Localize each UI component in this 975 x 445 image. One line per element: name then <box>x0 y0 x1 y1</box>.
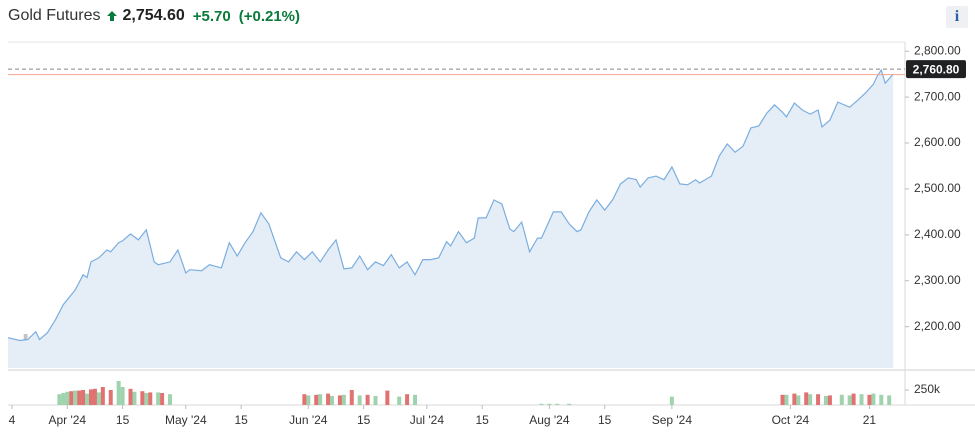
volume-bar <box>168 394 173 405</box>
volume-bar <box>108 390 113 405</box>
info-button[interactable]: i <box>946 6 968 28</box>
volume-bar <box>357 395 362 405</box>
volume-bar <box>77 390 82 405</box>
y-tick-label: 2,400.00 <box>914 227 961 241</box>
volume-bar <box>859 394 864 405</box>
volume-bar <box>373 396 378 405</box>
volume-bar <box>823 396 828 405</box>
price-line <box>7 68 894 342</box>
area <box>8 70 894 368</box>
volume-bar <box>539 403 544 405</box>
volume-bar <box>88 389 93 405</box>
last-price-label: 2,760.80 <box>913 62 960 76</box>
y-tick-label: 2,700.00 <box>914 89 961 103</box>
volume-bar <box>816 394 821 405</box>
last-price-box <box>906 60 966 79</box>
y-tick-label: 2,300.00 <box>914 273 961 287</box>
volume-bar <box>839 394 844 405</box>
volume-bar <box>61 393 66 405</box>
volume-bar <box>337 395 342 405</box>
volume-bar <box>365 394 370 405</box>
change: +5.70 <box>192 7 231 25</box>
volume-bar <box>69 391 74 405</box>
volume-bar <box>349 390 354 405</box>
volume-bar <box>879 394 884 405</box>
x-tick-label: 21 <box>863 413 877 427</box>
volume-bar <box>413 394 418 405</box>
volume-bar <box>887 395 892 405</box>
y-tick-label: 2,200.00 <box>914 319 961 333</box>
volume-bar <box>302 394 307 405</box>
volume-bar <box>160 393 165 405</box>
volume-bar <box>784 394 789 405</box>
volume-bar <box>804 392 809 405</box>
y-tick-label: 2,600.00 <box>914 135 961 149</box>
volume-bar <box>827 395 832 405</box>
volume-bar <box>96 392 101 405</box>
volume-bar <box>397 396 402 405</box>
volume-bar <box>81 390 86 405</box>
change-pct: (+0.21%) <box>238 7 301 25</box>
x-tick-label: Jun '24 <box>289 413 328 427</box>
x-tick-label: 15 <box>116 413 130 427</box>
volume-bar <box>116 381 121 405</box>
volume-bar <box>120 387 125 405</box>
x-tick-label: Jul '24 <box>410 413 445 427</box>
header: Gold Futures 2,754.60 +5.70 (+0.21%) <box>8 4 300 28</box>
x-tick-label: 15 <box>476 413 490 427</box>
volume-bar <box>65 391 70 405</box>
volume-tick-label: 250k <box>914 382 941 396</box>
volume-bar <box>792 393 797 405</box>
volume-bar <box>851 393 856 405</box>
volume-bar <box>128 388 133 405</box>
x-tick-label: 15 <box>598 413 612 427</box>
up-arrow <box>107 11 118 21</box>
x-tick-label: Apr '24 <box>48 413 86 427</box>
volume-bar <box>57 394 62 405</box>
volume-bar <box>796 395 801 405</box>
y-tick-label: 2,500.00 <box>914 181 961 195</box>
volume-bar <box>314 394 319 405</box>
volume-bar <box>326 393 331 405</box>
x-tick-label: 15 <box>357 413 371 427</box>
volume-bar <box>669 396 674 405</box>
volume-bar <box>318 394 323 405</box>
volume-bar <box>780 394 785 405</box>
volume-bar <box>306 395 311 405</box>
volume-bar <box>847 395 852 405</box>
volume-bar <box>132 391 137 405</box>
title: Gold Futures <box>8 7 101 24</box>
volume-bar <box>92 388 97 405</box>
volume-bar <box>555 403 560 405</box>
x-tick-label: Aug '24 <box>529 413 570 427</box>
volume-bar <box>385 390 390 405</box>
x-tick-label: Sep '24 <box>652 413 693 427</box>
volume-bar <box>73 390 78 405</box>
volume-bar <box>100 387 105 405</box>
x-tick-label: Oct '24 <box>772 413 810 427</box>
volume-bar <box>144 393 149 405</box>
volume-bar <box>567 403 572 405</box>
price: 2,754.60 <box>122 7 185 24</box>
volume-bar <box>871 393 876 405</box>
volume-bar <box>405 394 410 405</box>
volume-bar <box>85 393 90 405</box>
volume-bar <box>148 392 153 405</box>
y-tick-label: 2,800.00 <box>914 43 961 57</box>
volume-bar <box>140 391 145 405</box>
x-tick-label: May '24 <box>165 413 207 427</box>
volume-bar <box>867 394 872 405</box>
x-tick-label: 15 <box>234 413 248 427</box>
volume-bar <box>341 394 346 405</box>
volume-bar <box>156 392 161 405</box>
volume-bar <box>547 403 552 405</box>
x-tick-label: 4 <box>9 413 16 427</box>
volume-bar <box>330 396 335 405</box>
volume-bar <box>808 394 813 405</box>
